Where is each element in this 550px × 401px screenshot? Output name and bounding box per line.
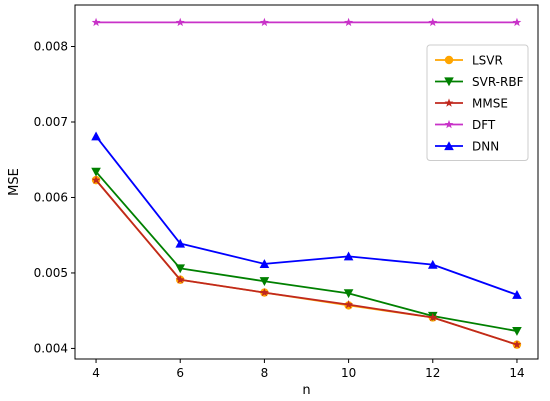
data-point bbox=[428, 17, 438, 27]
plot-area bbox=[91, 17, 522, 349]
axes: 4 6 8 10 12 14 0.004 0.005 0.006 0.007 0.008 bbox=[34, 4, 539, 380]
data-point bbox=[343, 289, 354, 299]
y-tick-label: 0.006 bbox=[34, 190, 68, 204]
series-line bbox=[95, 179, 518, 346]
x-tick-label: 8 bbox=[261, 366, 269, 380]
y-tick-label: 0.008 bbox=[34, 40, 68, 54]
legend-entry: DFT bbox=[435, 118, 496, 132]
data-point bbox=[91, 131, 101, 141]
legend-entry: LSVR bbox=[435, 54, 503, 68]
legend-label: LSVR bbox=[472, 54, 503, 68]
series-lsvr bbox=[91, 175, 522, 349]
legend-entry: SVR-RBF bbox=[435, 75, 524, 89]
data-point bbox=[175, 17, 185, 27]
data-point bbox=[344, 300, 353, 309]
legend-marker bbox=[444, 119, 454, 129]
x-tick-label: 12 bbox=[425, 366, 440, 380]
data-point bbox=[91, 17, 101, 27]
data-point bbox=[512, 326, 522, 336]
data-point bbox=[91, 175, 101, 184]
data-point bbox=[260, 17, 269, 27]
legend-marker bbox=[444, 55, 454, 65]
series-dft bbox=[91, 17, 522, 27]
data-point bbox=[512, 290, 522, 299]
data-point bbox=[91, 167, 101, 177]
x-tick-label: 4 bbox=[92, 366, 100, 380]
y-tick-label: 0.007 bbox=[34, 115, 68, 129]
series-mmse bbox=[91, 175, 522, 349]
legend-label: MMSE bbox=[472, 97, 508, 111]
series-line bbox=[95, 171, 518, 332]
legend-entry: MMSE bbox=[435, 97, 508, 111]
plot-frame bbox=[74, 4, 539, 360]
series-line bbox=[95, 135, 518, 296]
legend-label: DFT bbox=[472, 118, 496, 132]
x-axis-label: n bbox=[302, 383, 310, 398]
y-axis-label: MSE bbox=[7, 168, 22, 196]
x-tick-label: 10 bbox=[341, 366, 356, 380]
data-point bbox=[260, 287, 269, 297]
data-point bbox=[427, 259, 438, 269]
legend: LSVR SVR-RBF MMSE DFT DNN bbox=[426, 44, 529, 161]
data-point bbox=[175, 264, 186, 274]
legend-box bbox=[426, 44, 529, 161]
x-tick-label: 14 bbox=[509, 366, 524, 380]
data-point bbox=[259, 259, 270, 268]
data-point bbox=[343, 251, 354, 261]
legend-marker bbox=[444, 98, 454, 107]
legend-marker bbox=[444, 141, 454, 151]
legend-marker bbox=[444, 77, 454, 87]
data-point bbox=[512, 340, 522, 349]
data-point bbox=[175, 238, 186, 248]
data-point bbox=[344, 17, 353, 27]
data-point bbox=[175, 275, 185, 284]
y-tick-label: 0.004 bbox=[34, 341, 68, 355]
data-point bbox=[259, 277, 270, 287]
legend-label: SVR-RBF bbox=[472, 75, 524, 89]
legend-label: DNN bbox=[472, 140, 499, 154]
series-svr-rbf bbox=[91, 167, 522, 336]
data-point bbox=[428, 312, 438, 322]
data-point bbox=[512, 17, 522, 27]
legend-entry: DNN bbox=[435, 140, 499, 154]
series-dnn bbox=[91, 131, 522, 299]
y-tick-label: 0.005 bbox=[34, 266, 68, 280]
x-tick-label: 6 bbox=[176, 366, 184, 380]
